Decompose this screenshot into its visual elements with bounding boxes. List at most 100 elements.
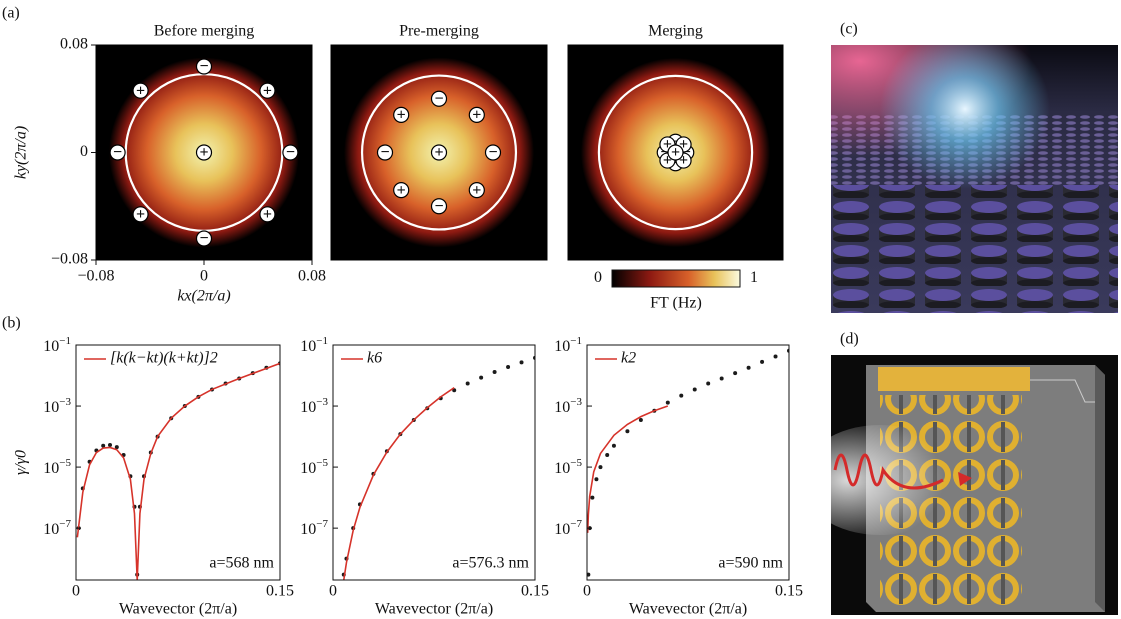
data-point [492,370,497,375]
charge-sign: + [472,182,481,199]
y-tick-label: −0.08 [51,251,88,268]
data-point [719,376,724,381]
charge-sign: − [671,133,680,150]
charge-sign: − [286,144,295,161]
fit-line [76,362,280,580]
data-point [773,354,778,359]
charge-sign: − [682,144,691,161]
y-tick-label: 10−7 [300,518,328,538]
x-axis-label: Wavevector (2π/a) [629,601,747,618]
plot-area [76,361,280,580]
plot-frame [586,344,790,581]
data-point [605,452,610,457]
fit-line [587,405,669,533]
chart-title: Merging [648,23,703,40]
panel-label: (c) [840,21,858,38]
charge-sign: − [380,144,389,161]
chart-title: Pre-merging [399,23,479,40]
plot-frame [332,344,536,581]
charge-sign: + [671,144,680,161]
charge-sign: + [199,144,208,161]
data-point [692,387,697,392]
charge [484,144,502,161]
charge-sign: + [263,206,272,223]
charge-sign: − [434,198,443,215]
data-point [594,477,599,482]
y-tick-label: 10−5 [300,457,328,477]
x-tick-label: 0 [329,583,337,600]
data-point [519,360,524,365]
x-tick-label: 0.15 [775,583,803,600]
light-cone [360,74,518,231]
light-cone [597,74,754,231]
charge-sign: + [136,206,145,223]
chart-title: Before merging [154,23,255,40]
panel-label: (a) [2,5,20,22]
y-tick-label: 10−1 [554,335,582,355]
panel-label: (d) [840,331,859,348]
annotation: a=576.3 nm [452,555,529,572]
charge [132,82,149,99]
charge [430,90,448,107]
annotation: a=590 nm [718,555,783,572]
data-point [611,443,616,448]
data-point [598,465,603,470]
charge-sign: + [663,152,672,169]
x-tick-label: 0.08 [298,268,326,285]
panel-label: (b) [2,315,21,332]
charge [195,230,213,247]
data-point [638,417,643,422]
x-tick-label: 0.15 [521,583,549,600]
charge-sign: + [472,107,481,124]
legend-label: k6 [367,350,382,367]
charge-sign: − [671,155,680,172]
plot-frame [75,344,281,581]
data-point [733,371,738,376]
data-point [108,442,112,447]
y-tick-label: 10−5 [554,457,582,477]
charge [468,182,485,199]
y-axis-label: ky(2π/a) [13,126,30,179]
charge [259,82,276,99]
charge-sign: − [199,230,208,247]
data-point [625,429,630,434]
x-tick-label: 0.15 [266,583,294,600]
data-point [506,365,511,370]
data-point [706,381,711,386]
charge-sign: + [663,136,672,153]
data-point [590,495,595,500]
charge [195,144,213,161]
data-point [587,572,591,577]
colorbar-tick-label: 1 [750,269,758,286]
charge-sign: + [679,136,688,153]
charge [667,144,684,161]
charge-sign: − [434,90,443,107]
charge [259,206,276,223]
y-tick-label: 10−1 [43,335,71,355]
data-point [465,381,470,386]
plot-area [341,355,535,580]
colorbar-label: FT (Hz) [650,295,702,312]
charge-sign: − [199,58,208,75]
annotation: a=568 nm [209,555,274,572]
y-tick-label: 10−3 [300,396,328,416]
charge-sign: + [434,144,443,161]
x-axis-label: kx(2π/a) [177,288,230,305]
charge [468,106,485,123]
y-tick-label: 10−3 [43,396,71,416]
legend-label: k2 [621,350,636,367]
data-point [101,443,106,448]
charge [430,144,448,161]
charge-sign: + [397,182,406,199]
y-tick-label: 10−7 [554,518,582,538]
data-point [479,375,484,380]
data-point [746,365,751,370]
x-tick-label: −0.08 [77,268,114,285]
legend-label: [k(k−kt)(k+kt)]2 [110,350,218,367]
data-point [665,400,670,405]
data-point [679,393,684,398]
charge [132,206,149,223]
y-tick-label: 10−7 [43,518,71,538]
charge [393,106,410,123]
